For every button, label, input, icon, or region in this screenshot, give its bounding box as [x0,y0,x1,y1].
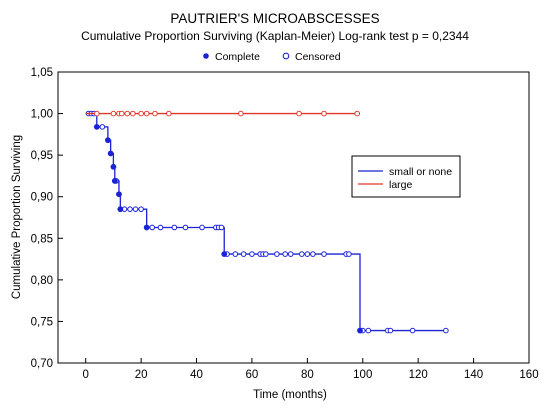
complete-marker-icon [203,53,209,59]
censored-point [182,224,189,231]
censored-point [199,224,205,231]
event-point [110,163,117,170]
censored-point [132,206,139,212]
x-tick-label: 40 [190,369,203,381]
x-tick-label: 80 [301,369,314,381]
y-tick-label: 0,75 [31,316,53,328]
censored-point [130,110,136,117]
censored-point [118,110,125,117]
censored-point [138,110,144,117]
x-tick-label: 140 [464,369,483,381]
censored-point [232,251,239,257]
event-point [357,327,363,334]
censored-point [93,110,100,117]
event-point [107,150,114,157]
series-legend-box [351,155,461,198]
plot-area [57,71,530,364]
censored-point [443,327,449,334]
series-large [85,110,361,117]
censored-point [152,110,158,117]
censored-point [218,224,225,231]
chart-title: PAUTRIER'S MICROABSCESSES [170,11,379,26]
censored-point [321,110,327,117]
legend-large-label: large [389,179,413,191]
censored-point [365,327,372,334]
censored-point [149,224,155,231]
x-axis: 0 20 40 60 80 100 120 140 160 [83,358,539,381]
series-small-or-none [85,110,449,334]
y-axis-label: Cumulative Proportion Surviving [11,135,23,299]
censored-point [127,206,133,212]
y-tick-label: 0,90 [31,192,53,204]
censored-point [238,110,244,117]
event-point [221,251,228,257]
censored-point [99,124,106,130]
x-axis-label: Time (months) [253,389,327,401]
y-tick-label: 1,05 [31,67,53,79]
event-point [93,123,100,130]
censored-point [321,251,327,257]
x-tick-label: 100 [353,369,372,381]
y-tick-label: 0,70 [31,358,53,370]
y-axis: 0,70 0,75 0,80 0,85 0,90 0,95 1,00 1,05 [31,67,63,370]
censored-point [171,224,178,231]
event-point [116,191,122,198]
censored-point [310,251,316,257]
censored-point [138,206,144,212]
censored-point [304,251,311,257]
x-tick-label: 160 [519,369,538,381]
marker-legend-censored-label: Censored [295,51,341,63]
censored-point [124,110,131,117]
censored-point [249,251,255,257]
censored-point [354,110,361,117]
marker-legend-complete-label: Complete [215,51,260,63]
series-legend: small or none large [351,155,461,198]
y-tick-label: 0,95 [31,150,53,162]
censored-point [143,110,150,117]
event-point [117,206,124,213]
chart-subtitle: Cumulative Proportion Surviving (Kaplan-… [81,29,469,43]
series-layer [85,110,449,334]
x-tick-label: 0 [83,369,89,381]
x-tick-label: 20 [135,369,148,381]
censored-point [296,110,302,117]
event-point [143,224,150,231]
x-tick-label: 120 [409,369,428,381]
censored-point [240,251,247,257]
legend-small-or-none-label: small or none [389,166,452,178]
censored-point [346,251,352,257]
y-tick-label: 0,80 [31,275,53,287]
censored-point [387,327,394,334]
censored-point [166,110,172,117]
censored-point [287,251,294,257]
censored-point [262,251,269,257]
censored-point [282,251,288,257]
censored-point [274,251,280,257]
x-tick-label: 60 [246,369,259,381]
censored-point [157,224,164,231]
event-point [104,137,111,144]
event-point [111,178,118,184]
censored-point [409,327,416,334]
censored-marker-icon [282,52,290,60]
y-tick-label: 0,85 [31,233,53,245]
censored-point [110,110,117,117]
censored-point [299,251,305,257]
marker-legend: Complete Censored [203,51,341,63]
y-tick-label: 1,00 [31,109,53,121]
